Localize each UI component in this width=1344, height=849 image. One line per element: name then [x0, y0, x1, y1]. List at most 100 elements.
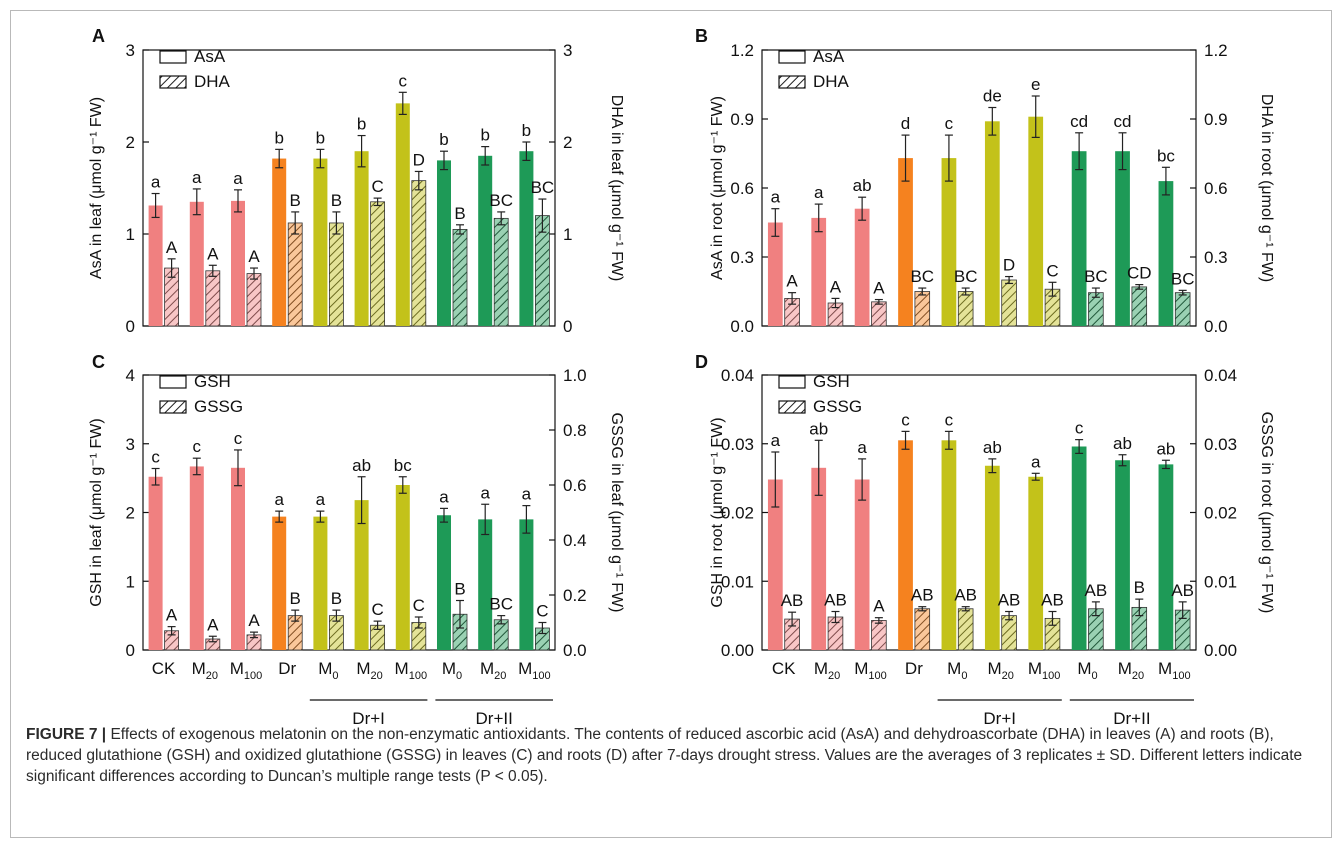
bar-gsh [313, 516, 328, 650]
significance-letter: ab [352, 456, 371, 475]
bar-gssg-hatch [914, 608, 931, 651]
legend-label: AsA [813, 47, 845, 66]
significance-letter: AB [781, 591, 804, 610]
bar-gsh [1071, 446, 1087, 650]
x-tick-label: CK [152, 659, 176, 678]
legend-label: GSH [813, 372, 850, 391]
x-tick-label: M0 [318, 659, 338, 682]
bar-asa [767, 222, 783, 326]
x-tick-label: CK [772, 659, 796, 678]
significance-letter: cd [1114, 112, 1132, 131]
legend-label: AsA [194, 47, 226, 66]
y-right-tick-label: 3 [563, 41, 572, 60]
panel-label: A [92, 26, 105, 46]
y-right-tick-label: 0.04 [1204, 366, 1237, 385]
y-left-axis-title: GSH in root (μmol g⁻¹ FW) [709, 417, 726, 607]
significance-letter: a [480, 483, 490, 502]
significance-letter: ab [1156, 439, 1175, 458]
legend-swatch-plain [778, 50, 806, 64]
significance-letter: a [274, 490, 284, 509]
bar-asa [519, 151, 534, 326]
significance-letter: a [192, 168, 202, 187]
bar-gsh [811, 467, 827, 650]
bar-dha-hatch [411, 180, 427, 327]
legend-swatch-plain [159, 50, 187, 64]
y-left-tick-label: 0.00 [721, 641, 754, 660]
significance-letter: c [151, 448, 160, 467]
group-label-dr-i: Dr+I [983, 709, 1016, 728]
x-tick-label: M100 [230, 659, 263, 682]
y-right-tick-label: 0.0 [1204, 317, 1228, 336]
significance-letter: A [207, 244, 219, 263]
y-left-tick-label: 1 [126, 572, 135, 591]
chart-panel-c: C 0 1 2 3 4 0.0 0.2 0.4 0.6 0.8 1.0 GSH in leaf (μmo… [88, 352, 625, 728]
bar-gsh [1158, 464, 1174, 650]
significance-letter: b [316, 128, 325, 147]
significance-letter: b [522, 121, 531, 140]
significance-letter: bc [394, 456, 412, 475]
x-tick-label: M100 [1158, 659, 1191, 682]
bar-asa [189, 201, 204, 326]
significance-letter: AB [1041, 591, 1064, 610]
significance-letter: a [771, 188, 781, 207]
significance-letter: c [193, 437, 202, 456]
chart-panel-b: B 0.0 0.3 0.6 0.9 1.2 0.0 0.3 0.6 0.9 1.2 AsA in ro… [695, 26, 1275, 336]
chart-panel-d: D 0.00 0.01 0.02 0.03 0.04 0.00 0.01 0.02 0.03 0.0… [695, 352, 1275, 728]
significance-letter: AB [954, 586, 977, 605]
significance-letter: AB [998, 591, 1021, 610]
significance-letter: A [166, 606, 178, 625]
bar-asa [313, 158, 328, 326]
y-left-axis-title: AsA in leaf (μmol g⁻¹ FW) [88, 97, 105, 279]
bar-gsh [854, 479, 870, 650]
y-left-tick-label: 0.9 [730, 110, 754, 129]
bar-dha-hatch [914, 291, 931, 327]
y-left-tick-label: 2 [126, 133, 135, 152]
bar-asa [898, 158, 913, 326]
significance-letter: a [233, 169, 243, 188]
group-label-dr-i: Dr+I [352, 709, 385, 728]
y-right-axis-title: DHA in leaf (μmol g⁻¹ FW) [608, 95, 625, 282]
significance-letter: a [771, 431, 781, 450]
significance-letter: C [536, 602, 548, 621]
bar-dha-hatch [493, 217, 509, 327]
bar-gsh [354, 500, 369, 650]
y-right-tick-label: 0.6 [1204, 179, 1228, 198]
y-left-tick-label: 0.02 [721, 504, 754, 523]
panel-label: B [695, 26, 708, 46]
bar-gsh [767, 479, 783, 650]
caption-text: Effects of exogenous melatonin on the no… [26, 726, 1303, 785]
significance-letter: B [454, 580, 465, 599]
y-right-tick-label: 0.00 [1204, 641, 1237, 660]
bar-asa [811, 217, 827, 326]
significance-letter: bc [1157, 146, 1175, 165]
significance-letter: a [1031, 452, 1041, 471]
y-right-tick-label: 0.02 [1204, 504, 1237, 523]
panel-label: D [695, 352, 708, 372]
y-right-tick-label: 0.0 [563, 641, 587, 660]
significance-letter: BC [531, 178, 555, 197]
significance-letter: a [439, 487, 449, 506]
y-left-tick-label: 0 [126, 317, 135, 336]
significance-letter: AB [911, 586, 934, 605]
bar-gssg-hatch [1001, 615, 1017, 651]
significance-letter: AB [824, 591, 847, 610]
significance-letter: cd [1070, 112, 1088, 131]
y-left-tick-label: 1 [126, 225, 135, 244]
significance-letter: A [873, 597, 885, 616]
y-right-tick-label: 0.6 [563, 476, 587, 495]
significance-letter: C [413, 596, 425, 615]
bar-dha-hatch [1174, 292, 1191, 327]
y-right-tick-label: 0.2 [563, 586, 587, 605]
y-left-tick-label: 0.01 [721, 572, 754, 591]
legend-label: DHA [813, 72, 850, 91]
significance-letter: C [371, 600, 383, 619]
x-tick-label: M20 [192, 659, 218, 682]
legend-label: DHA [194, 72, 231, 91]
significance-letter: BC [1171, 269, 1195, 288]
significance-letter: BC [1084, 267, 1108, 286]
x-tick-label: M20 [814, 659, 840, 682]
y-left-axis-title: GSH in leaf (μmol g⁻¹ FW) [88, 418, 105, 606]
bar-dha-hatch [205, 270, 221, 327]
legend-swatch-plain [778, 375, 806, 389]
y-right-tick-label: 1.0 [563, 366, 587, 385]
